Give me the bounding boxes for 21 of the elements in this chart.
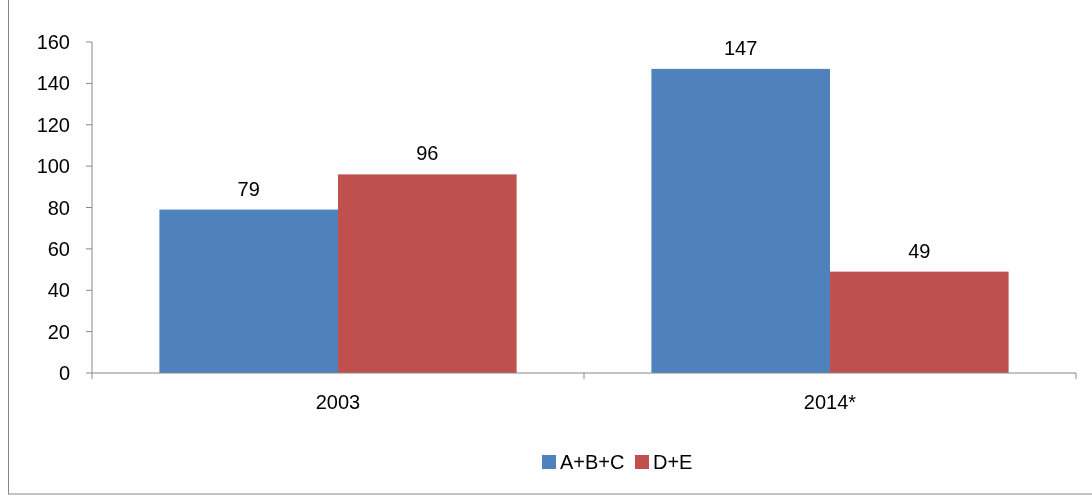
y-tick-label: 20 [47, 320, 70, 343]
legend-label: A+B+C [560, 451, 625, 473]
bar [159, 209, 338, 373]
y-tick-label: 60 [47, 237, 70, 260]
data-label: 49 [908, 239, 931, 262]
y-tick-label: 0 [58, 362, 70, 384]
y-tick-label: 100 [36, 155, 70, 178]
x-tick-label: 2003 [315, 391, 361, 413]
x-tick-label: 2014* [803, 391, 857, 413]
y-tick-label: 80 [47, 196, 70, 219]
bar [830, 271, 1009, 373]
y-tick-label: 40 [47, 279, 70, 302]
data-label: 147 [724, 36, 758, 59]
data-label: 79 [237, 177, 260, 200]
y-tick-label: 140 [36, 72, 70, 95]
y-tick-label: 120 [36, 113, 70, 136]
bar [651, 68, 830, 373]
y-tick-label: 160 [36, 31, 70, 53]
bar [338, 174, 517, 373]
data-label: 96 [416, 142, 439, 165]
legend-label: D+E [653, 451, 693, 473]
